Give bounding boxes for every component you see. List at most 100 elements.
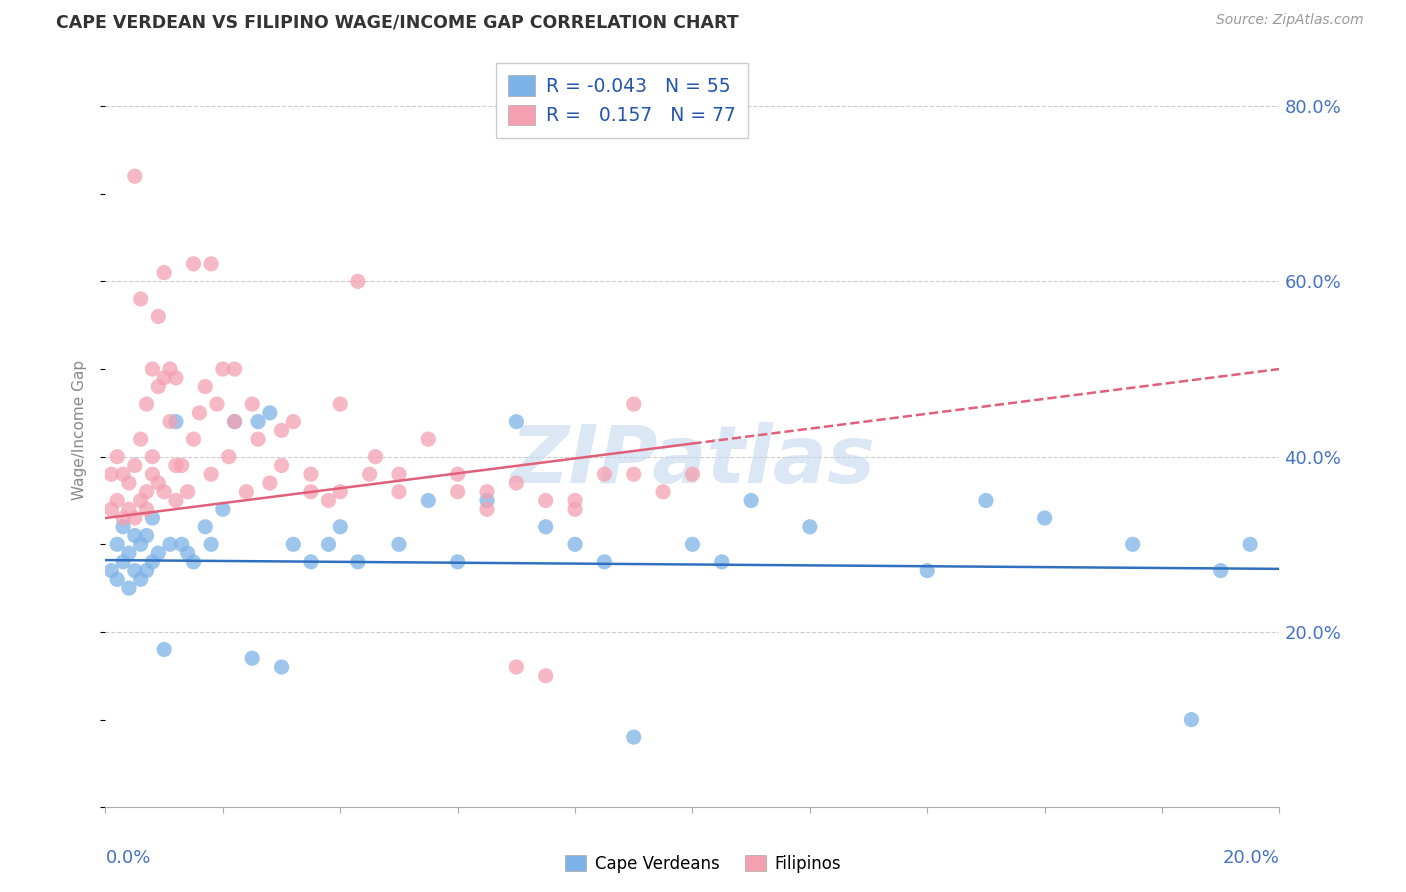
Point	[299, 555, 322, 569]
Point	[710, 555, 733, 569]
Point	[170, 458, 193, 473]
Point	[124, 169, 146, 184]
Point	[176, 484, 198, 499]
Point	[129, 493, 152, 508]
Point	[148, 310, 170, 324]
Point	[165, 458, 187, 473]
Y-axis label: Wage/Income Gap: Wage/Income Gap	[72, 360, 87, 500]
Point	[105, 537, 128, 551]
Point	[129, 292, 152, 306]
Point	[100, 502, 122, 516]
Point	[124, 511, 146, 525]
Point	[418, 432, 440, 446]
Point	[1122, 537, 1144, 551]
Point	[200, 257, 222, 271]
Point	[124, 458, 146, 473]
Point	[153, 266, 176, 280]
Point	[534, 493, 557, 508]
Point	[148, 546, 170, 560]
Point	[105, 573, 128, 587]
Point	[283, 537, 305, 551]
Text: Source: ZipAtlas.com: Source: ZipAtlas.com	[1216, 13, 1364, 28]
Point	[153, 371, 176, 385]
Point	[329, 397, 352, 411]
Point	[194, 379, 217, 393]
Point	[135, 484, 157, 499]
Point	[505, 660, 527, 674]
Point	[159, 362, 181, 376]
Point	[974, 493, 997, 508]
Point	[112, 467, 135, 482]
Point	[270, 660, 292, 674]
Point	[224, 362, 246, 376]
Point	[593, 467, 616, 482]
Point	[799, 520, 821, 534]
Point	[446, 555, 468, 569]
Point	[1209, 564, 1232, 578]
Point	[388, 467, 411, 482]
Point	[135, 528, 157, 542]
Point	[247, 415, 270, 429]
Legend: R = -0.043   N = 55, R =   0.157   N = 77: R = -0.043 N = 55, R = 0.157 N = 77	[496, 63, 748, 137]
Point	[211, 502, 233, 516]
Point	[652, 484, 675, 499]
Point	[259, 406, 281, 420]
Point	[564, 537, 586, 551]
Point	[224, 415, 246, 429]
Point	[359, 467, 381, 482]
Point	[329, 520, 352, 534]
Point	[682, 467, 704, 482]
Point	[153, 484, 176, 499]
Text: ZIPatlas: ZIPatlas	[510, 422, 875, 500]
Point	[124, 528, 146, 542]
Point	[623, 730, 645, 744]
Point	[194, 520, 217, 534]
Point	[247, 432, 270, 446]
Point	[118, 546, 141, 560]
Point	[141, 511, 163, 525]
Point	[112, 511, 135, 525]
Point	[165, 371, 187, 385]
Point	[388, 484, 411, 499]
Point	[118, 502, 141, 516]
Point	[240, 397, 263, 411]
Point	[534, 669, 557, 683]
Point	[105, 450, 128, 464]
Point	[505, 415, 527, 429]
Text: 20.0%: 20.0%	[1223, 848, 1279, 867]
Point	[259, 475, 281, 490]
Point	[347, 274, 370, 288]
Point	[475, 493, 498, 508]
Point	[623, 397, 645, 411]
Point	[299, 484, 322, 499]
Point	[329, 484, 352, 499]
Point	[270, 458, 292, 473]
Point	[534, 520, 557, 534]
Point	[129, 573, 152, 587]
Point	[240, 651, 263, 665]
Point	[129, 432, 152, 446]
Point	[564, 493, 586, 508]
Text: CAPE VERDEAN VS FILIPINO WAGE/INCOME GAP CORRELATION CHART: CAPE VERDEAN VS FILIPINO WAGE/INCOME GAP…	[56, 13, 740, 31]
Point	[205, 397, 228, 411]
Point	[118, 475, 141, 490]
Point	[682, 537, 704, 551]
Point	[347, 555, 370, 569]
Point	[1033, 511, 1056, 525]
Point	[141, 450, 163, 464]
Point	[100, 467, 122, 482]
Point	[593, 555, 616, 569]
Point	[475, 502, 498, 516]
Point	[135, 564, 157, 578]
Point	[105, 493, 128, 508]
Text: 0.0%: 0.0%	[105, 848, 150, 867]
Point	[318, 493, 340, 508]
Point	[124, 564, 146, 578]
Point	[129, 537, 152, 551]
Point	[112, 555, 135, 569]
Point	[283, 415, 305, 429]
Point	[1180, 713, 1202, 727]
Point	[112, 520, 135, 534]
Point	[623, 467, 645, 482]
Point	[141, 555, 163, 569]
